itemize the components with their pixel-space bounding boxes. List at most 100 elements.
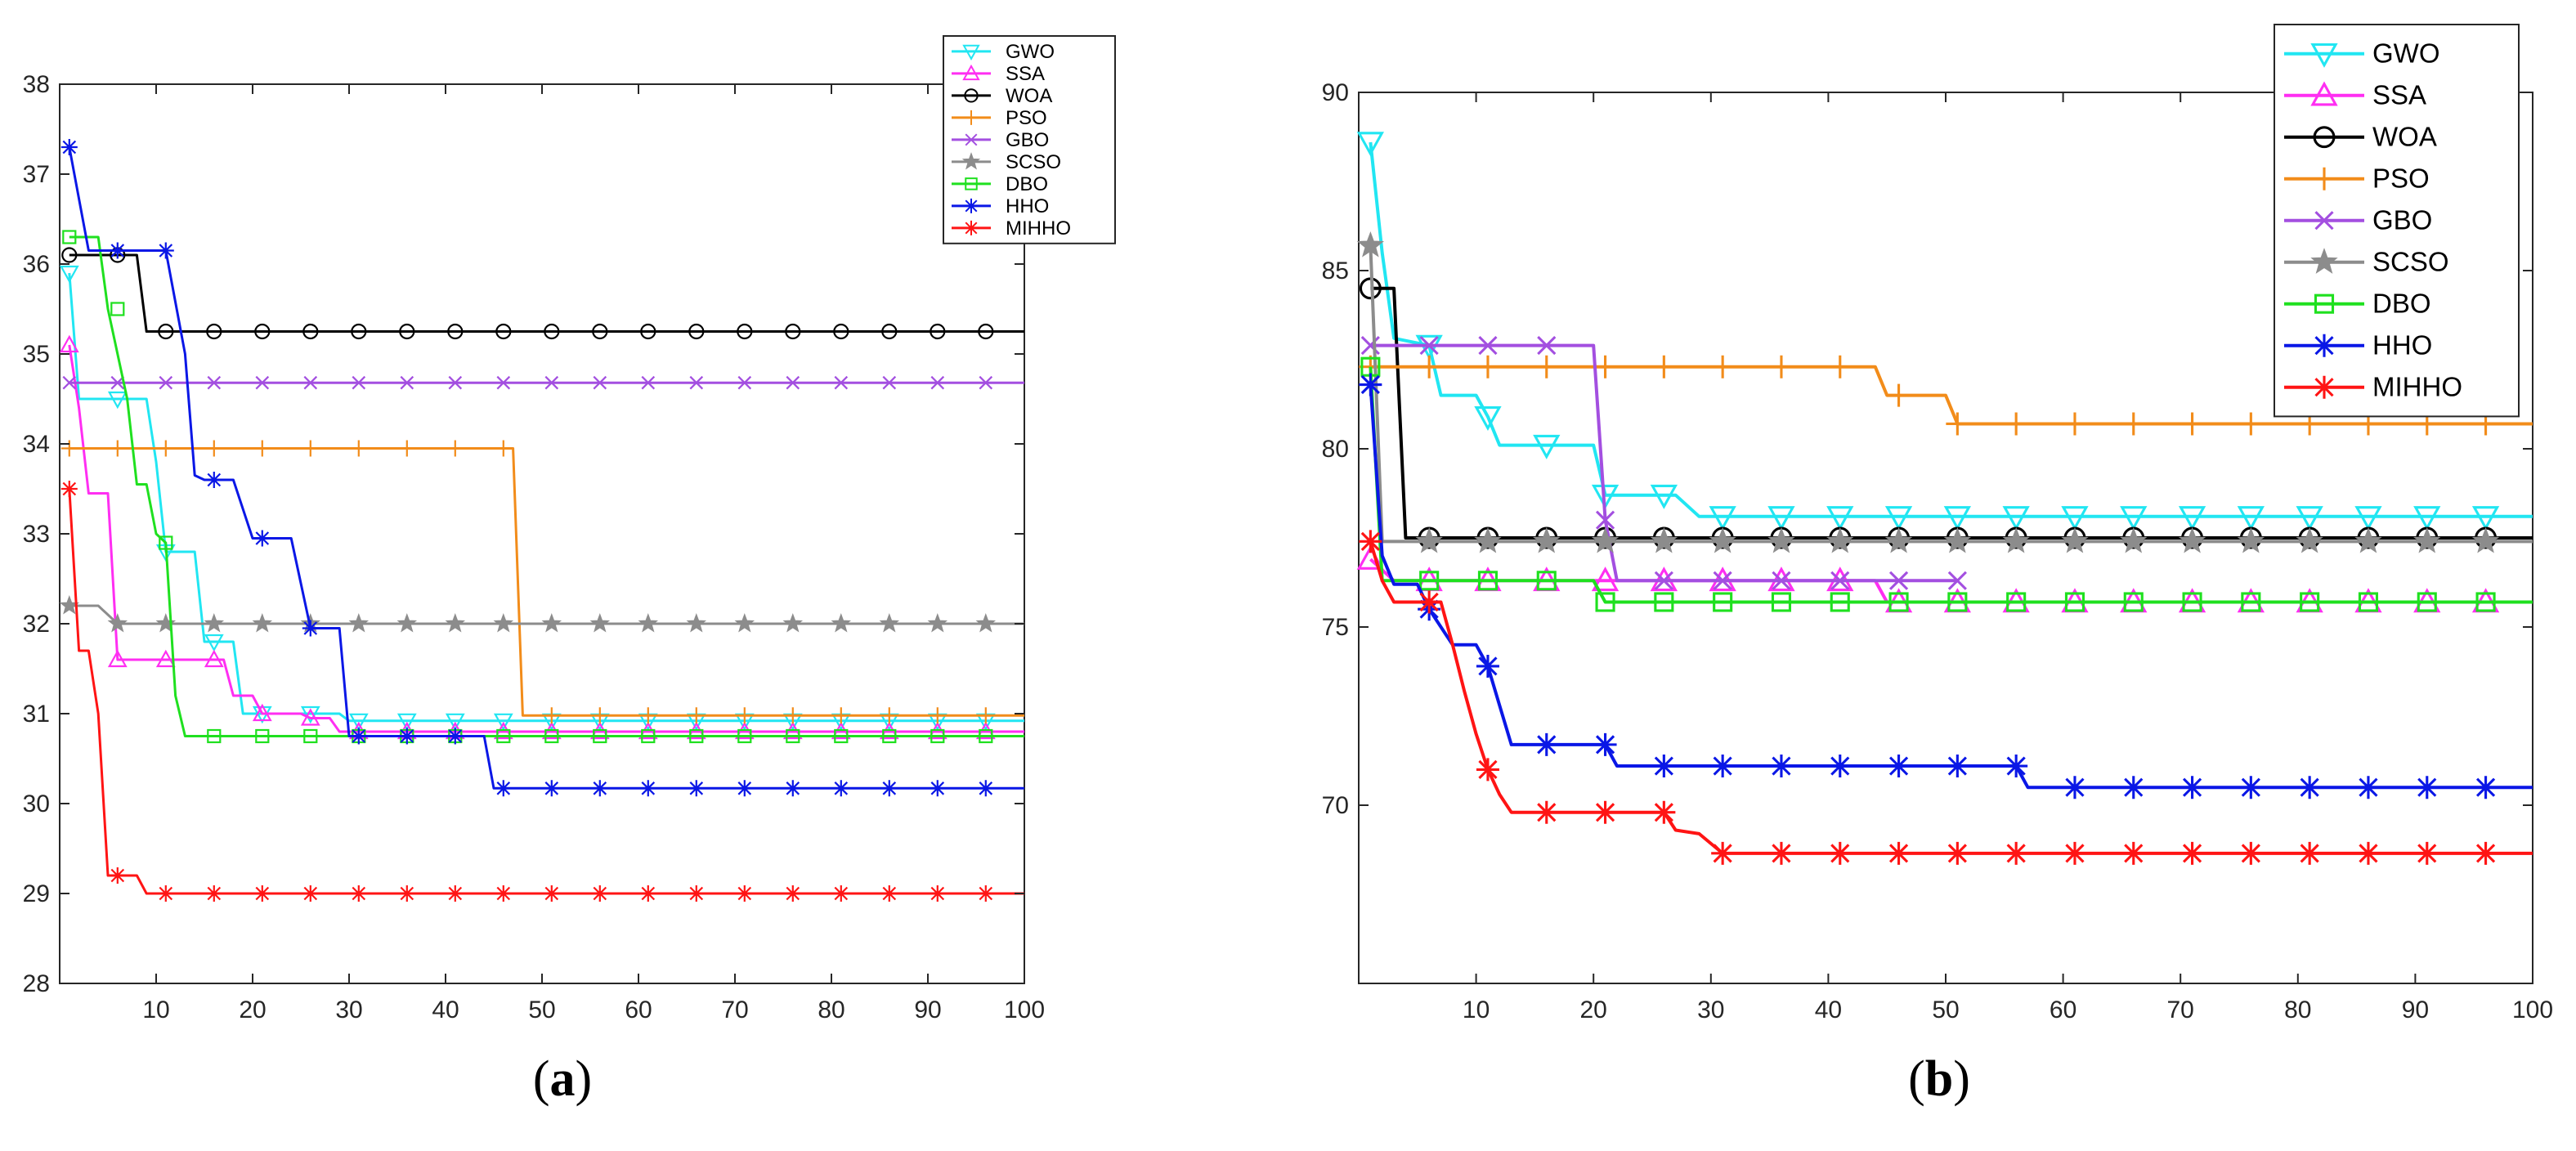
chart-a-point-hho — [302, 620, 319, 637]
chart-a-point-woa — [978, 323, 994, 340]
chart-a-xtick-label: 10 — [142, 996, 169, 1023]
chart-a-xtick-label: 60 — [625, 996, 652, 1023]
chart-a-point-woa — [158, 323, 174, 340]
chart-a-legend-label: GWO — [1006, 41, 1055, 63]
chart-b-point-pso — [1887, 383, 1911, 407]
chart-b-point-scso — [2120, 526, 2148, 553]
chart-a-point-hho — [350, 728, 367, 745]
chart-b-xtick-label: 60 — [2050, 996, 2076, 1023]
chart-a-xtick-label: 100 — [1004, 996, 1045, 1023]
chart-a-legend-marker — [964, 110, 979, 125]
chart-a-legend-item: WOA — [952, 85, 1052, 107]
chart-a-line-mihho — [68, 488, 1024, 895]
chart-b-point-gbo — [1478, 335, 1498, 356]
chart-b-point-scso — [1884, 526, 1913, 553]
chart-a-point-mihho — [446, 885, 464, 902]
chart-b-ytick-label: 80 — [1322, 436, 1349, 463]
chart-b-point-pso — [1711, 355, 1735, 378]
chart-a-legend-marker — [965, 177, 978, 190]
chart-a-point-scso — [445, 613, 466, 633]
chart-a-xtick-label: 30 — [335, 996, 362, 1023]
chart-a-point-ssa — [155, 649, 176, 668]
chart-b-point-dbo — [1771, 592, 1792, 612]
chart-a-ytick-label: 32 — [23, 611, 50, 638]
chart-a-point-mihho — [977, 885, 994, 902]
chart-b-point-ssa — [1591, 567, 1620, 592]
chart-b-point-scso — [1943, 526, 1972, 553]
chart-a-legend-item: GBO — [952, 129, 1049, 151]
chart-b-point-hho — [2415, 776, 2439, 799]
chart-a-point-scso — [734, 613, 755, 633]
chart-b-point-mihho — [1769, 841, 1793, 865]
chart-b-series-gbo — [1360, 335, 1967, 590]
chart-a-point-dbo — [303, 728, 318, 744]
chart-a-point-hho — [398, 728, 415, 745]
chart-b-point-dbo — [1419, 571, 1440, 591]
chart-a-point-woa — [544, 323, 560, 340]
chart-a-point-scso — [396, 613, 418, 633]
chart-a-legend-label: MIHHO — [1006, 217, 1071, 240]
chart-a-ytick-label: 33 — [23, 521, 50, 548]
chart-b-point-pso — [1828, 355, 1852, 378]
chart-b-point-gbo — [1772, 571, 1791, 590]
chart-a-point-pso — [350, 440, 367, 457]
chart-b-point-mihho — [2180, 841, 2204, 865]
chart-b-point-scso — [1415, 526, 1443, 553]
chart-b-point-mihho — [1593, 800, 1617, 824]
chart-a-legend-item: HHO — [952, 195, 1049, 217]
chart-b-xtick-label: 40 — [1815, 996, 1842, 1023]
chart-b-point-mihho — [1476, 758, 1499, 782]
chart-a-point-mihho — [784, 885, 801, 902]
chart-a-point-gwo — [445, 713, 465, 732]
chart-a-series-hho — [60, 139, 1024, 797]
chart-b-point-gwo — [1826, 506, 1854, 531]
chart-a-legend-label: HHO — [1006, 195, 1049, 217]
chart-b-legend: GWO SSA WOA PSO GBO SCSO DBO HHO MIHHO — [2274, 24, 2520, 418]
chart-b-point-gbo — [1654, 571, 1673, 590]
chart-a-point-mihho — [205, 885, 222, 902]
chart-b-point-hho — [1534, 732, 1558, 756]
chart-a-point-woa — [688, 323, 705, 340]
chart-a-point-gbo — [786, 375, 800, 390]
chart-a-series-dbo — [62, 230, 1024, 744]
chart-a-point-hho — [688, 780, 705, 797]
chart-b-series-hho — [1359, 373, 2533, 799]
chart-b-point-gwo — [1767, 506, 1795, 531]
chart-a-point-mihho — [591, 885, 608, 902]
chart-a-point-scso — [782, 613, 804, 633]
chart-a-line-pso — [69, 447, 1024, 717]
chart-a-point-dbo — [979, 728, 993, 744]
chart-a-point-dbo — [255, 728, 270, 744]
chart-b-legend-item: DBO — [2284, 289, 2431, 319]
chart-a-point-scso — [252, 613, 273, 633]
chart-b-point-scso — [1767, 526, 1795, 553]
chart-b-point-gbo — [1947, 571, 1967, 590]
chart-a-point-woa — [930, 323, 946, 340]
chart-a-legend-item: DBO — [952, 173, 1048, 195]
chart-a-point-mihho — [832, 885, 849, 902]
chart-b-point-pso — [1534, 355, 1558, 378]
chart-a-point-woa — [640, 323, 656, 340]
chart-a-point-dbo — [737, 728, 752, 744]
chart-a-point-dbo — [62, 230, 77, 244]
chart-a-point-mihho — [398, 885, 415, 902]
chart-b-series — [1356, 132, 2533, 865]
chart-a-point-scso — [493, 613, 514, 633]
chart-b-axes: 10 20 30 40 50 60 70 80 90 100 70 75 80 85 90 — [1322, 79, 2553, 1023]
chart-b-point-pso — [2063, 412, 2086, 436]
chart-a-point-pso — [977, 707, 994, 724]
chart-a-point-woa — [592, 323, 608, 340]
chart-a-point-hho — [253, 530, 271, 547]
chart-a-xtick-label: 40 — [432, 996, 459, 1023]
chart-a-xtick-label: 50 — [528, 996, 555, 1023]
chart-a-point-dbo — [159, 535, 173, 550]
chart-b-point-scso — [2237, 526, 2265, 553]
chart-b-point-hho — [1828, 755, 1852, 778]
chart-b-ytick-label: 85 — [1322, 258, 1349, 284]
chart-b-point-gwo — [1591, 484, 1620, 509]
chart-b-point-scso — [1356, 231, 1385, 258]
chart-b-point-gbo — [1830, 571, 1850, 590]
chart-a-point-gbo — [593, 375, 607, 390]
chart-a-point-mihho — [880, 885, 898, 902]
chart-a-point-hho — [495, 780, 512, 797]
